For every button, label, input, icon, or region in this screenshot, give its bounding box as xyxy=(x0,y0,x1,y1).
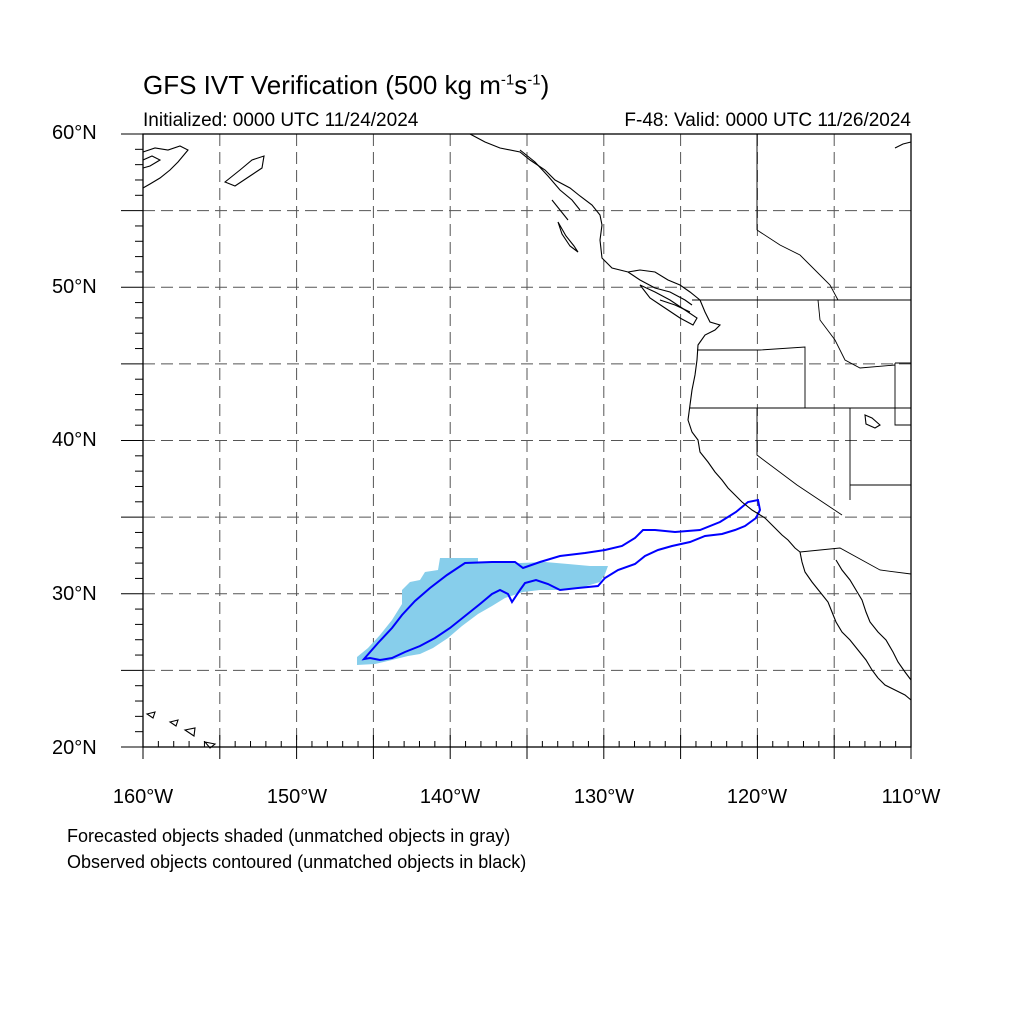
alaska-panhandle xyxy=(469,133,701,301)
lon-label-120w: 120°W xyxy=(726,786,788,808)
lon-label-160w: 160°W xyxy=(112,786,174,808)
alaska-coast-inner xyxy=(142,155,162,169)
great-salt-lake xyxy=(864,414,881,429)
us-mexico-border xyxy=(799,547,912,575)
lon-label-130w: 130°W xyxy=(573,786,635,808)
bc-coast xyxy=(627,271,693,313)
ca-nv-border xyxy=(756,408,843,516)
alberta-border xyxy=(756,229,839,301)
baja-coast xyxy=(799,551,912,681)
valid-time-label: F-48: Valid: 0000 UTC 11/26/2024 xyxy=(624,110,911,131)
alaska-coast xyxy=(142,145,189,189)
map-frame xyxy=(142,133,912,748)
lon-label-140w: 140°W xyxy=(419,786,481,808)
legend-observed-note: Observed objects contoured (unmatched ob… xyxy=(67,852,527,872)
ut-co-border xyxy=(894,362,911,426)
alaska-islands xyxy=(223,155,265,187)
legend-forecast-note: Forecasted objects shaded (unmatched obj… xyxy=(67,826,511,846)
lat-label-60n: 60°N xyxy=(52,122,97,144)
forecast-object-shaded xyxy=(357,558,608,665)
us-west-coast xyxy=(687,299,801,553)
wa-or-border xyxy=(697,346,806,408)
mexico-coast xyxy=(877,677,912,701)
political-borders xyxy=(690,134,912,575)
lat-label-40n: 40°N xyxy=(52,429,97,451)
lon-label-110w: 110°W xyxy=(881,786,941,808)
vancouver-island xyxy=(639,284,698,326)
panhandle-islands xyxy=(519,149,581,253)
gridlines xyxy=(143,134,911,747)
lon-label-150w: 150°W xyxy=(266,786,328,808)
coastlines xyxy=(142,133,912,749)
lat-label-20n: 20°N xyxy=(52,737,97,759)
initialized-label: Initialized: 0000 UTC 11/24/2024 xyxy=(143,110,419,131)
idaho-border xyxy=(817,299,896,369)
map-title: GFS IVT Verification (500 kg m-1s-1) xyxy=(143,70,550,100)
lat-label-50n: 50°N xyxy=(52,276,97,298)
observed-object-contour xyxy=(361,498,762,662)
nw-canada-coast xyxy=(894,141,912,149)
axis-ticks xyxy=(121,133,912,759)
hawaii-islands xyxy=(145,711,217,749)
lat-label-30n: 30°N xyxy=(52,583,97,605)
